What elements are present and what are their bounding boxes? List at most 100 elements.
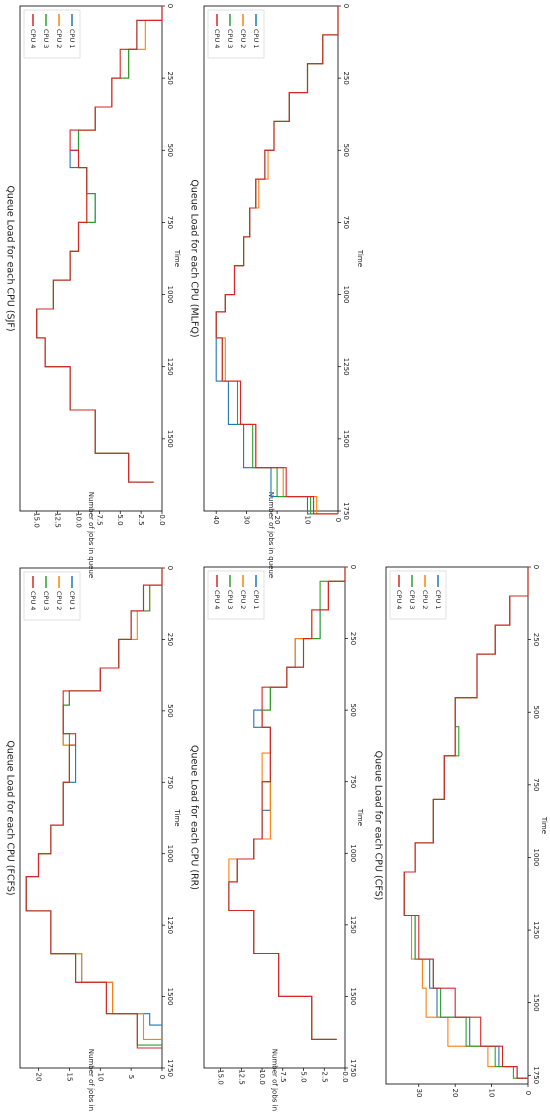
legend-label: CPU 4 <box>29 29 37 48</box>
legend-label: CPU 3 <box>226 29 234 48</box>
plot-frame <box>19 567 163 1069</box>
y-tick-label: 12.5 <box>54 512 62 528</box>
x-tick-label: 1250 <box>166 358 174 376</box>
x-tick-label: 0 <box>532 565 540 569</box>
x-tick-label: 750 <box>166 776 174 789</box>
legend-label: CPU 2 <box>421 590 429 609</box>
y-tick-label: 2.5 <box>137 514 145 525</box>
y-tick-label: 12.5 <box>237 1069 245 1085</box>
x-tick-label: 500 <box>342 144 350 157</box>
x-tick-label: 1250 <box>166 916 174 934</box>
x-tick-label: 1000 <box>532 849 540 867</box>
y-tick-label: 0.0 <box>341 1071 349 1082</box>
legend-label: CPU 1 <box>434 590 442 609</box>
y-axis-label: Number of jobs in queue <box>267 492 275 578</box>
legend-label: CPU 3 <box>42 29 50 48</box>
x-tick-label: 1250 <box>532 921 540 939</box>
x-tick-label: 1000 <box>166 286 174 304</box>
x-tick-label: 1750 <box>166 1059 174 1077</box>
series-line-cpu-4 <box>228 567 346 1040</box>
y-tick-label: 15 <box>65 1073 73 1082</box>
y-axis-label: Number of jobs in queue <box>271 1049 279 1113</box>
x-tick-label: 250 <box>166 71 174 84</box>
chart-2: Queue Load for each CPU (SJF) 0 250 500 750 1… <box>5 4 182 578</box>
x-tick-label: 1500 <box>166 430 174 448</box>
x-tick-label: 750 <box>349 775 357 788</box>
legend-label: CPU 3 <box>226 590 234 609</box>
legend-label: CPU 4 <box>213 590 221 609</box>
legend-label: CPU 2 <box>55 591 63 610</box>
y-tick-label: 2.5 <box>320 1071 328 1082</box>
x-axis-label: Time <box>173 249 181 267</box>
x-tick-label: 0 <box>166 4 174 8</box>
y-tick-label: 7.5 <box>95 514 103 525</box>
legend-label: CPU 3 <box>42 591 50 610</box>
x-tick-label: 750 <box>342 216 350 229</box>
y-tick-label: 10 <box>488 1089 496 1098</box>
x-tick-label: 1750 <box>532 1066 540 1084</box>
x-tick-label: 1250 <box>342 358 350 376</box>
x-tick-label: 1250 <box>349 916 357 934</box>
legend-label: CPU 2 <box>239 29 247 48</box>
legend-label: CPU 1 <box>252 29 260 48</box>
y-axis-label: Number of jobs in queue <box>87 492 95 578</box>
y-tick-label: 20 <box>451 1089 459 1098</box>
y-tick-label: 10.0 <box>74 512 82 528</box>
legend-label: CPU 2 <box>55 29 63 48</box>
x-tick-label: 750 <box>166 216 174 229</box>
y-tick-label: 10.0 <box>258 1069 266 1085</box>
x-tick-label: 0 <box>342 4 350 8</box>
x-tick-label: 1500 <box>342 430 350 448</box>
x-tick-label: 750 <box>532 778 540 791</box>
chart-title: Queue Load for each CPU (MLFQ) <box>189 179 200 337</box>
plot-frame <box>203 566 346 1069</box>
plot-frame <box>203 5 339 512</box>
y-tick-label: 15.0 <box>33 512 41 528</box>
x-tick-label: 1500 <box>532 994 540 1012</box>
x-axis-label: Time <box>356 808 364 826</box>
x-tick-label: 250 <box>349 632 357 645</box>
y-axis-label: Number of jobs in queue <box>87 1049 95 1113</box>
plot-frame <box>19 5 163 512</box>
x-tick-label: 250 <box>342 71 350 84</box>
legend-label: CPU 1 <box>68 591 76 610</box>
y-tick-label: 0 <box>334 518 342 522</box>
x-tick-label: 500 <box>166 144 174 157</box>
x-tick-label: 500 <box>532 706 540 719</box>
x-axis-label: Time <box>356 249 364 267</box>
x-axis-label: Time <box>540 816 548 834</box>
chart-4: Queue Load for each CPU (MLFQ) 0 250 500 750… <box>189 4 365 578</box>
y-tick-label: 7.5 <box>279 1071 287 1082</box>
legend-label: CPU 1 <box>68 29 76 48</box>
y-tick-label: 20 <box>273 516 281 525</box>
x-tick-label: 500 <box>166 704 174 717</box>
chart-title: Queue Load for each CPU (RR) <box>189 745 200 890</box>
y-tick-label: 15.0 <box>217 1069 225 1085</box>
plot-frame <box>385 566 529 1085</box>
y-tick-label: 20 <box>35 1073 43 1082</box>
x-tick-label: 1500 <box>166 988 174 1006</box>
x-tick-label: 0 <box>166 566 174 570</box>
series-line-cpu-4 <box>215 6 339 515</box>
chart-title: Queue Load for each CPU (FCFS) <box>5 740 16 895</box>
y-tick-label: 30 <box>415 1089 423 1098</box>
x-tick-label: 250 <box>166 633 174 646</box>
y-tick-label: 5.0 <box>116 514 124 525</box>
y-tick-label: 0 <box>158 1075 166 1079</box>
chart-1: Queue Load for each CPU (FCFS) 0 250 500 750… <box>5 566 182 1113</box>
legend-label: CPU 2 <box>239 590 247 609</box>
legend-label: CPU 4 <box>213 29 221 48</box>
series-line-cpu-4 <box>36 6 163 483</box>
chart-title: Queue Load for each CPU (CFS) <box>373 751 384 901</box>
x-tick-label: 1500 <box>349 988 357 1006</box>
y-tick-label: 40 <box>212 516 220 525</box>
y-tick-label: 10 <box>304 516 312 525</box>
y-tick-label: 5 <box>127 1075 135 1079</box>
y-tick-label: 0.0 <box>158 514 166 525</box>
y-tick-label: 30 <box>243 516 251 525</box>
series-line-cpu-4 <box>25 568 163 1049</box>
legend-label: CPU 3 <box>408 590 416 609</box>
y-tick-label: 10 <box>96 1073 104 1082</box>
legend-label: CPU 4 <box>29 591 37 610</box>
